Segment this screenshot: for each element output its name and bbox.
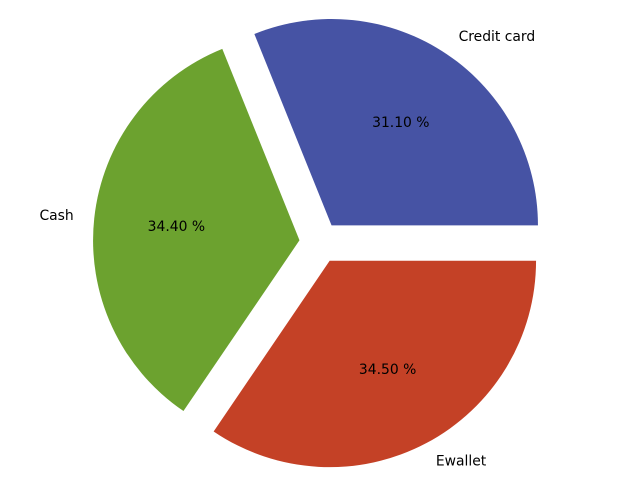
slice-category-label: Ewallet [436, 453, 487, 469]
pie-slice-credit-card [254, 18, 538, 226]
slice-category-label: Credit card [459, 29, 536, 45]
slice-percent-label: 31.10 % [372, 115, 429, 131]
pie-slice-cash [93, 48, 300, 412]
pie-labels: 31.10 % Credit card 34.40 % Cash 34.50 % Ewal… [39, 29, 535, 469]
pie-slices [93, 18, 538, 468]
pie-slice-ewallet [213, 260, 537, 468]
slice-percent-label: 34.40 % [148, 219, 205, 235]
slice-percent-label: 34.50 % [359, 362, 416, 378]
slice-category-label: Cash [39, 208, 73, 224]
